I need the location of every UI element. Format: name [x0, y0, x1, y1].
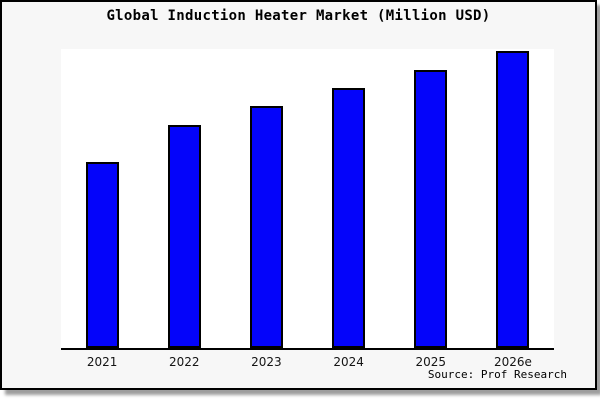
bar-2023 [249, 106, 283, 348]
x-tick-label-2021: 2021 [86, 355, 118, 369]
x-tick-label-2024: 2024 [333, 355, 364, 369]
source-credit: Source: Prof Research [427, 368, 567, 381]
bar-slot-2025 [390, 49, 472, 348]
bar-2026e [496, 50, 530, 348]
x-tick-label-2023: 2023 [251, 355, 282, 369]
x-tick-label-2026e: 2026e [493, 355, 532, 369]
bar-slot-2026e [472, 49, 554, 348]
plot-area [61, 49, 554, 350]
bar-slot-2021 [61, 49, 143, 348]
bar-slot-2023 [225, 49, 307, 348]
bar-2025 [414, 69, 448, 348]
bar-slot-2024 [308, 49, 390, 348]
bar-2024 [332, 87, 366, 348]
x-axis-labels: 2021 2022 2023 2024 2025 2026e [61, 355, 554, 369]
bar-2022 [167, 125, 201, 348]
chart-title: Global Induction Heater Market (Million … [106, 8, 491, 24]
x-tick-label-2022: 2022 [168, 355, 200, 369]
x-tick-label-2025: 2025 [415, 355, 447, 369]
bar-slot-2022 [143, 49, 225, 348]
bar-2021 [85, 161, 119, 348]
chart-figure: Global Induction Heater Market (Million … [0, 0, 597, 390]
